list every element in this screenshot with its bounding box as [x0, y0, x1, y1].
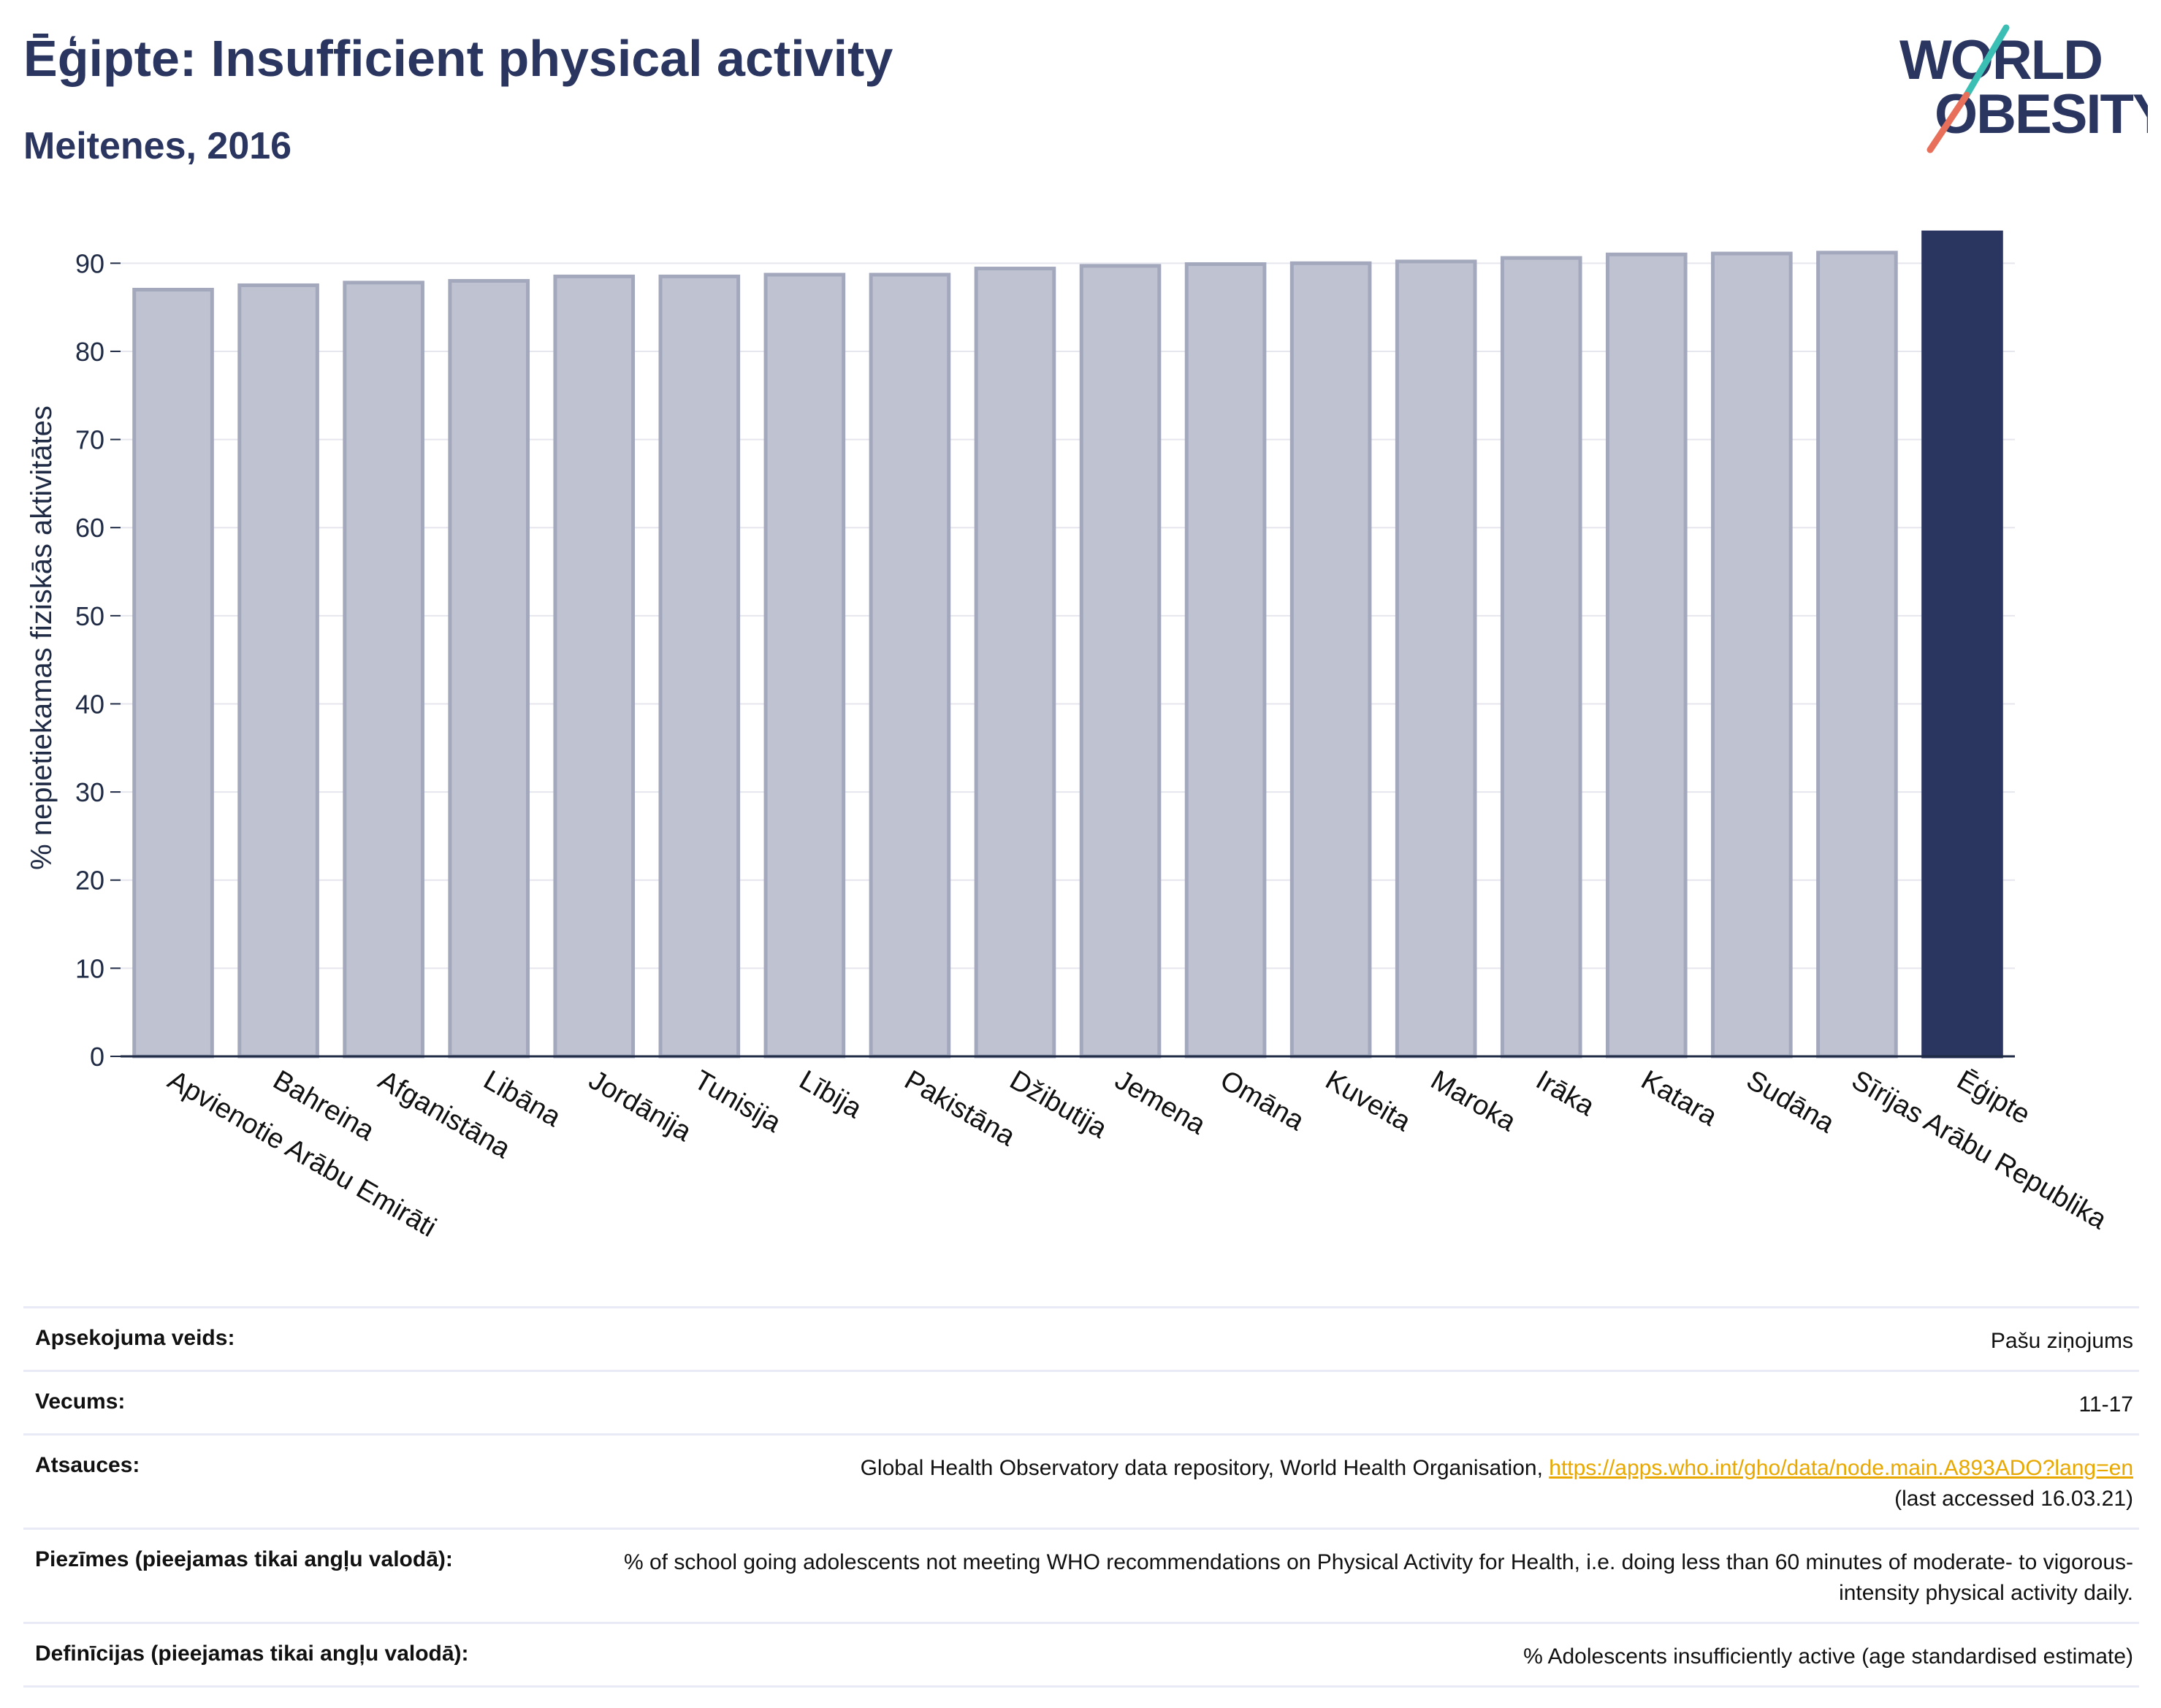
- meta-row-age: Vecums: 11-17: [23, 1370, 2139, 1433]
- bar: [1289, 261, 1372, 1059]
- y-tick-label: 60: [75, 513, 104, 543]
- y-tick-label: 90: [75, 248, 104, 278]
- logo-slash-teal: [1963, 24, 2010, 99]
- bar: [1079, 264, 1162, 1059]
- page-title: Ēģipte: Insufficient physical activity: [23, 30, 893, 87]
- x-tick-label: Katara: [1636, 1064, 1723, 1132]
- x-tick-label: Jordānija: [584, 1064, 697, 1148]
- x-tick-label: Sudāna: [1741, 1064, 1840, 1139]
- meta-label: Apsekojuma veids:: [35, 1326, 235, 1350]
- meta-label: Vecums:: [35, 1389, 126, 1414]
- meta-row-notes: Piezīmes (pieejamas tikai angļu valodā):…: [23, 1528, 2139, 1622]
- meta-row-definitions: Definīcijas (pieejamas tikai angļu valod…: [23, 1622, 2139, 1688]
- x-tick-label: Džibutija: [1005, 1064, 1113, 1145]
- x-tick-label: Irāka: [1531, 1064, 1600, 1122]
- x-tick-label: Libāna: [479, 1064, 567, 1133]
- bar: [1500, 256, 1582, 1059]
- meta-value: 11-17: [2078, 1392, 2133, 1417]
- x-tick-label: Pakistāna: [899, 1064, 1021, 1152]
- x-tick-label: Kuveita: [1320, 1064, 1417, 1137]
- bar: [132, 288, 214, 1059]
- x-axis-tick-labels: Apvienotie Arābu EmirātiBahreinaAfganist…: [163, 1064, 2113, 1243]
- x-tick-label: Ēģipte: [1951, 1064, 2035, 1130]
- y-tick-label: 30: [75, 777, 104, 807]
- meta-row-survey-type: Apsekojuma veids: Pašu ziņojums: [23, 1306, 2139, 1370]
- bar: [763, 272, 846, 1059]
- meta-value: Pašu ziņojums: [1990, 1329, 2133, 1353]
- gridlines: [121, 262, 2015, 969]
- reference-accessed: (last accessed 16.03.21): [1894, 1487, 2133, 1511]
- world-obesity-logo: WORLD OBESITY: [1899, 24, 2148, 153]
- bar: [553, 274, 636, 1059]
- bar: [869, 272, 951, 1059]
- bars: [132, 230, 2003, 1059]
- reference-link[interactable]: https://apps.who.int/gho/data/node.main.…: [1549, 1456, 2133, 1480]
- bar: [343, 281, 424, 1059]
- logo-slash-coral: [1926, 91, 1970, 153]
- bar: [1606, 252, 1688, 1059]
- bar-chart: 0 10 20 30 40 50 60 70 80 90 Apvienotie Arābu Emi…: [26, 230, 2113, 1243]
- meta-label: Definīcijas (pieejamas tikai angļu valod…: [35, 1642, 469, 1666]
- x-tick-label: Lībija: [794, 1064, 867, 1124]
- page-subtitle: Meitenes, 2016: [23, 125, 292, 167]
- y-tick-label: 20: [75, 866, 104, 896]
- meta-value: % of school going adolescents not meetin…: [623, 1550, 2133, 1605]
- y-tick-label: 70: [75, 425, 104, 455]
- meta-label: Piezīmes (pieejamas tikai angļu valodā):: [35, 1547, 453, 1571]
- y-tick-label: 50: [75, 601, 104, 631]
- bar: [1921, 230, 2003, 1059]
- bar: [1184, 262, 1267, 1059]
- bar: [448, 278, 530, 1059]
- x-tick-label: Maroka: [1425, 1064, 1521, 1137]
- x-tick-label: Jemena: [1110, 1064, 1211, 1140]
- bar: [658, 274, 741, 1059]
- y-axis-ticks: 0 10 20 30 40 50 60 70 80 90: [75, 248, 121, 1072]
- x-tick-label: Tunisija: [689, 1064, 787, 1139]
- bar: [1711, 251, 1793, 1059]
- bar: [1816, 251, 1898, 1059]
- bar: [237, 283, 319, 1059]
- meta-row-references: Atsauces: Global Health Observatory data…: [23, 1433, 2139, 1528]
- metadata-table: Apsekojuma veids: Pašu ziņojums Vecums: …: [23, 1306, 2139, 1688]
- meta-label: Atsauces:: [35, 1453, 140, 1477]
- bar: [1395, 259, 1477, 1059]
- x-tick-label: Omāna: [1215, 1064, 1310, 1137]
- meta-value: % Adolescents insufficiently active (age…: [1523, 1644, 2133, 1669]
- reference-text: Global Health Observatory data repositor…: [860, 1456, 1550, 1480]
- y-axis-label: % nepietiekamas fiziskās aktivitātes: [26, 405, 58, 870]
- y-tick-label: 40: [75, 689, 104, 719]
- y-tick-label: 0: [90, 1042, 104, 1072]
- y-tick-label: 80: [75, 337, 104, 367]
- meta-value: Global Health Observatory data repositor…: [861, 1453, 2133, 1514]
- bar: [974, 267, 1056, 1059]
- y-tick-label: 10: [75, 953, 104, 983]
